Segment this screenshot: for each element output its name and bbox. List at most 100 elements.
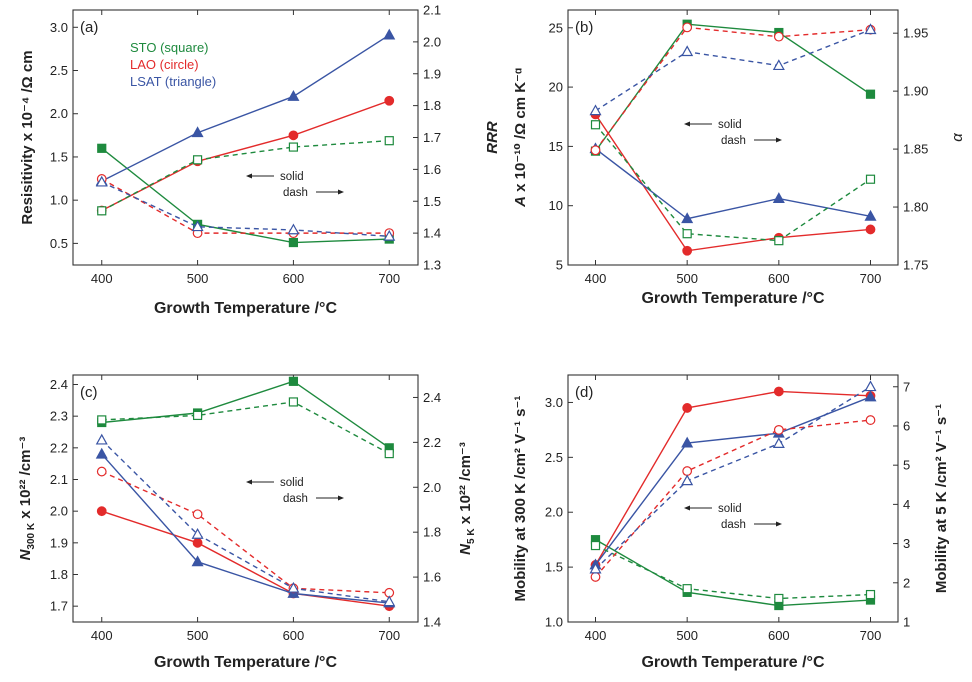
y2-tick-label: 2.2: [423, 435, 441, 450]
y2-tick-label: 1.85: [903, 142, 928, 157]
y2-tick-label: 1.9: [423, 66, 441, 81]
data-point-lsat-dash: [95, 175, 108, 187]
x-tick-label: 400: [585, 628, 607, 643]
chart-panel-2: 400 500 600 700 5 10 15 20 25 1.75 1.80 1.85 1.90 1.9…: [512, 9, 966, 307]
data-point-lao-dash: [96, 466, 107, 477]
y2-tick-label: 1.90: [903, 84, 928, 99]
x-tick-label: 700: [378, 628, 400, 643]
series-sto-solid: [97, 376, 394, 453]
series-lsat-dash: [589, 23, 877, 116]
data-point-lsat-solid: [864, 209, 877, 221]
data-point-lao-dash: [682, 22, 693, 33]
data-point-lsat-solid: [383, 28, 396, 40]
chart-panel-4: 400 500 600 700 1.0 1.5 2.0 2.5 3.0 1 2 3 4 5 6 7 (d) Gro…: [512, 374, 950, 671]
x-tick-label: 700: [378, 271, 400, 286]
data-point-lsat-dash: [681, 45, 694, 57]
y2-tick-label: 1.80: [903, 200, 928, 215]
y2-tick-label: 2.1: [423, 3, 441, 18]
data-point-lsat-solid: [681, 436, 694, 448]
arrow-right-head: [338, 189, 344, 195]
data-point-sto-dash: [590, 120, 601, 130]
x-tick-label: 500: [187, 628, 209, 643]
data-point-lsat-dash: [681, 474, 694, 486]
series-line-lao-solid: [594, 390, 871, 566]
plot-frame: [567, 9, 899, 266]
series-sto-dash: [97, 397, 394, 459]
series-sto-dash: [590, 120, 876, 246]
data-point-lsat-dash: [864, 380, 877, 392]
data-point-lsat-dash: [287, 223, 300, 235]
series-lao-solid: [590, 386, 876, 570]
y-axis-title: N300 K x 10²² /cm⁻³: [17, 437, 37, 561]
data-point-lao-dash: [773, 31, 784, 42]
data-point-lao-dash: [682, 466, 693, 476]
y2-tick-label: 7: [903, 379, 910, 394]
series-line-lsat-solid: [101, 453, 390, 604]
arrow-left-head: [684, 505, 690, 511]
data-point-sto-dash: [384, 136, 394, 146]
y2-tick-label: 6: [903, 418, 910, 433]
legend-lao: LAO (circle): [130, 57, 199, 72]
series-line-lsat-dash: [595, 386, 871, 570]
y2-tick-label: 5: [903, 458, 910, 473]
data-point-lao-solid: [865, 224, 876, 235]
data-point-lsat-solid: [772, 192, 785, 203]
y2-tick-label: 2: [903, 575, 910, 590]
x-tick-label: 600: [283, 628, 305, 643]
panel-letter: (b): [575, 19, 593, 36]
y2-tick-label: 3: [903, 536, 910, 551]
plot-frame: [72, 9, 419, 266]
data-point-sto-dash: [774, 236, 784, 246]
y-tick-label: 15: [549, 139, 563, 154]
series-lsat-solid: [589, 390, 877, 570]
series-lsat-solid: [95, 28, 396, 186]
data-point-lsat-solid: [95, 447, 108, 459]
x-tick-label: 500: [676, 628, 698, 643]
y-axis-title: Mobility at 300 K /cm² V⁻¹ s⁻¹: [512, 396, 529, 602]
y2-tick-label: 2.0: [423, 34, 441, 49]
data-point-lao-dash: [865, 415, 876, 425]
series-sto-dash: [97, 136, 394, 216]
series-line-lsat-solid: [595, 148, 871, 220]
y-tick-label: 2.2: [50, 440, 68, 455]
x-tick-label: 700: [860, 271, 882, 286]
series-line-sto-dash: [594, 124, 871, 242]
series-line-lao-dash: [101, 178, 390, 234]
y-tick-label: 2.3: [50, 409, 68, 424]
data-point-sto-dash: [97, 415, 107, 425]
chart-panel-1: 400 500 600 700 0.5 1.0 1.5 2.0 2.5 3.0 1.3 1.4 1.5 1…: [19, 3, 501, 318]
y2-axis-title: Mobility at 5 K /cm² V⁻¹ s⁻¹: [933, 404, 950, 593]
arrow-right-head: [338, 495, 344, 501]
y2-axis-title: RRR: [484, 121, 501, 154]
data-point-lao-dash: [590, 145, 601, 156]
y-tick-label: 20: [549, 80, 563, 95]
data-point-lsat-dash: [95, 433, 108, 445]
y-tick-label: 3.0: [50, 20, 68, 35]
y-tick-label: 2.0: [50, 504, 68, 519]
data-point-lao-solid: [192, 537, 203, 548]
data-point-sto-dash: [97, 206, 107, 216]
series-lsat-dash: [95, 175, 396, 241]
note-dash: dash: [283, 187, 308, 199]
arrow-left-head: [246, 173, 252, 179]
series-line-lao-dash: [594, 419, 871, 578]
data-point-lsat-dash: [287, 581, 300, 593]
data-point-lsat-solid: [191, 126, 204, 138]
x-tick-label: 400: [91, 271, 113, 286]
y2-tick-label: 2.4: [423, 390, 441, 405]
x-tick-label: 600: [768, 628, 790, 643]
legend-sto: STO (square): [130, 40, 209, 55]
plot-frame: [567, 374, 899, 623]
data-point-lsat-dash: [772, 59, 785, 71]
x-tick-label: 600: [768, 271, 790, 286]
series-line-sto-dash: [101, 139, 390, 212]
y-tick-label: 2.0: [50, 106, 68, 121]
note-dash: dash: [283, 493, 308, 505]
y2-tick-label: 1.4: [423, 226, 441, 241]
y-tick-label: 25: [549, 20, 563, 35]
panel-letter: (a): [80, 19, 98, 36]
data-point-lsat-solid: [191, 555, 204, 567]
series-line-lsat-solid: [594, 396, 871, 566]
series-lsat-solid: [589, 142, 877, 224]
